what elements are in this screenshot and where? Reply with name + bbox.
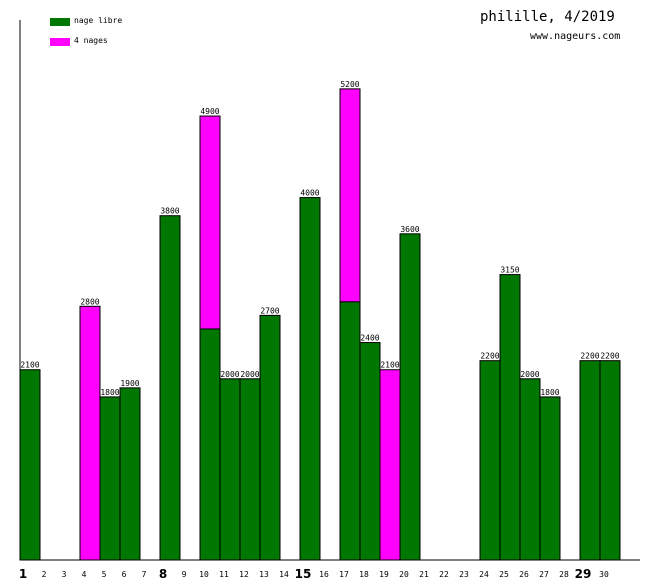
- value-label-day-10: 4900: [200, 107, 219, 116]
- legend-swatch-nage-libre: [50, 18, 70, 26]
- bars-layer: [19, 88, 621, 561]
- value-label-day-5: 1800: [100, 388, 119, 397]
- x-tick-label-day-7: 7: [142, 570, 147, 579]
- x-tick-labels-layer: 1 2 3 4 5 6 7 8 9 10 11 12 13 14 15 16 17 18 19 20 21 22 23 24 2…: [19, 567, 609, 580]
- x-tick-label-day-26: 26: [519, 570, 529, 579]
- bar-day-8-nage-libre: [159, 215, 181, 561]
- bar-day-25-nage-libre: [499, 274, 521, 561]
- legend-label-nage-libre: nage libre: [74, 16, 123, 25]
- bar-day-13-nage-libre: [259, 314, 281, 561]
- x-tick-label-day-21: 21: [419, 570, 429, 579]
- value-label-day-18: 2400: [360, 334, 379, 343]
- x-tick-label-day-4: 4: [82, 570, 87, 579]
- value-label-day-19: 2100: [380, 361, 399, 370]
- bar-day-24-nage-libre: [479, 360, 501, 561]
- x-tick-label-day-28: 28: [559, 570, 569, 579]
- legend-swatch-4-nages: [50, 38, 70, 46]
- value-label-day-1: 2100: [20, 361, 39, 370]
- bar-day-12-nage-libre: [239, 378, 261, 561]
- x-tick-label-day-14: 14: [279, 570, 289, 579]
- x-tick-label-day-13: 13: [259, 570, 269, 579]
- x-tick-label-day-3: 3: [62, 570, 67, 579]
- value-label-day-24: 2200: [480, 352, 499, 361]
- value-label-day-17: 5200: [340, 80, 359, 89]
- x-tick-label-day-5: 5: [102, 570, 107, 579]
- bar-day-10-nage-libre: [199, 328, 221, 561]
- x-tick-label-day-2: 2: [42, 570, 47, 579]
- bar-day-29-nage-libre: [579, 360, 601, 561]
- x-tick-label-day-25: 25: [499, 570, 509, 579]
- bar-day-17-4-nages: [339, 88, 361, 303]
- value-label-day-25: 3150: [500, 266, 519, 275]
- x-tick-label-day-29: 29: [575, 567, 592, 580]
- value-label-day-27: 1800: [540, 388, 559, 397]
- value-label-day-20: 3600: [400, 225, 419, 234]
- x-tick-label-day-9: 9: [182, 570, 187, 579]
- x-tick-label-day-23: 23: [459, 570, 469, 579]
- x-tick-label-day-30: 30: [599, 570, 609, 579]
- x-tick-label-day-27: 27: [539, 570, 549, 579]
- value-label-day-4: 2800: [80, 297, 99, 306]
- bar-day-15-nage-libre: [299, 197, 321, 561]
- bar-day-17-nage-libre: [339, 301, 361, 561]
- x-tick-label-day-8: 8: [159, 567, 167, 580]
- value-label-day-8: 3800: [160, 207, 179, 216]
- bar-day-27-nage-libre: [539, 396, 561, 561]
- x-tick-label-day-18: 18: [359, 570, 369, 579]
- x-tick-label-day-15: 15: [295, 567, 312, 580]
- x-tick-label-day-6: 6: [122, 570, 127, 579]
- chart-title: philille, 4/2019: [480, 9, 615, 25]
- value-label-day-15: 4000: [300, 189, 319, 198]
- bar-day-4-4-nages: [79, 305, 101, 561]
- value-label-day-30: 2200: [600, 352, 619, 361]
- x-tick-label-day-12: 12: [239, 570, 249, 579]
- x-tick-label-day-22: 22: [439, 570, 449, 579]
- value-label-day-11: 2000: [220, 370, 239, 379]
- x-tick-label-day-19: 19: [379, 570, 389, 579]
- x-tick-label-day-11: 11: [219, 570, 229, 579]
- value-label-day-29: 2200: [580, 352, 599, 361]
- bar-day-18-nage-libre: [359, 342, 381, 561]
- legend-label-4-nages: 4 nages: [74, 36, 108, 45]
- value-label-day-6: 1900: [120, 379, 139, 388]
- x-tick-label-day-20: 20: [399, 570, 409, 579]
- value-label-day-26: 2000: [520, 370, 539, 379]
- value-label-day-12: 2000: [240, 370, 259, 379]
- x-tick-label-day-24: 24: [479, 570, 489, 579]
- bar-day-1-nage-libre: [19, 369, 41, 561]
- bar-day-20-nage-libre: [399, 233, 421, 561]
- bar-day-6-nage-libre: [119, 387, 141, 561]
- x-tick-label-day-10: 10: [199, 570, 209, 579]
- bar-day-30-nage-libre: [599, 360, 621, 561]
- bar-day-5-nage-libre: [99, 396, 121, 561]
- bar-day-11-nage-libre: [219, 378, 241, 561]
- chart-subtitle: www.nageurs.com: [530, 31, 621, 42]
- x-tick-label-day-16: 16: [319, 570, 329, 579]
- bar-day-26-nage-libre: [519, 378, 541, 561]
- bar-day-19-4-nages: [379, 369, 401, 561]
- bar-day-10-4-nages: [199, 115, 221, 330]
- x-tick-label-day-1: 1: [19, 567, 27, 580]
- x-tick-label-day-17: 17: [339, 570, 349, 579]
- value-label-day-13: 2700: [260, 306, 279, 315]
